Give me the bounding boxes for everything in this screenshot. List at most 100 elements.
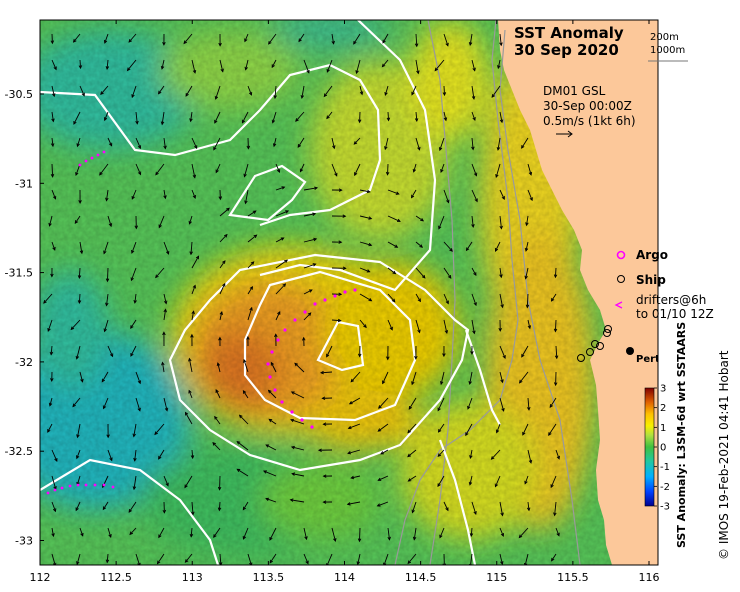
velocity-arrow [548, 423, 557, 436]
velocity-arrow [326, 553, 333, 565]
velocity-arrow [243, 163, 249, 178]
velocity-arrow [412, 527, 417, 541]
velocity-arrow [471, 319, 476, 335]
y-tick-label: -31 [15, 177, 33, 190]
velocity-arrow [471, 59, 476, 72]
velocity-arrow [437, 449, 445, 458]
velocity-arrow [275, 310, 281, 321]
velocity-arrow [132, 423, 137, 438]
velocity-arrow [191, 501, 195, 516]
velocity-arrow [465, 241, 473, 252]
velocity-arrow [411, 85, 417, 96]
velocity-arrow [49, 345, 54, 356]
velocity-arrow [415, 293, 421, 303]
velocity-arrow [219, 311, 223, 321]
velocity-arrow [128, 33, 137, 43]
velocity-arrow [442, 345, 446, 358]
x-tick-label: 112 [30, 571, 51, 584]
title-line1: SST Anomaly [514, 24, 624, 42]
velocity-arrow [79, 85, 85, 97]
velocity-arrow [377, 475, 389, 481]
velocity-arrow [551, 553, 557, 562]
velocity-arrow [163, 475, 169, 487]
velocity-arrow [322, 474, 333, 478]
velocity-arrow [381, 59, 389, 68]
velocity-arrow [218, 33, 222, 47]
velocity-arrow [190, 449, 195, 460]
velocity-arrow [158, 527, 165, 539]
velocity-arrow [265, 444, 277, 451]
colorbar-tick-label: 2 [660, 403, 666, 414]
velocity-arrow [51, 59, 57, 71]
velocity-arrow [303, 237, 318, 243]
velocity-arrow [331, 527, 337, 543]
y-tick-label: -30.5 [5, 88, 33, 101]
velocity-arrow [303, 312, 312, 321]
velocity-arrow [247, 553, 253, 565]
velocity-arrow [320, 370, 333, 375]
velocity-arrow [217, 501, 222, 512]
velocity-arrow [43, 293, 53, 304]
velocity-arrow [162, 331, 166, 347]
velocity-arrow [297, 137, 305, 148]
velocity-arrow [387, 189, 400, 195]
velocity-arrow [247, 306, 253, 321]
velocity-arrow [163, 189, 167, 200]
velocity-arrow [242, 501, 249, 511]
velocity-arrow [218, 336, 222, 347]
velocity-arrow [272, 137, 277, 148]
velocity-arrow [289, 498, 305, 503]
velocity-arrow [247, 234, 258, 243]
velocity-arrow [51, 85, 56, 98]
velocity-arrow [134, 215, 139, 230]
velocity-arrow [51, 501, 57, 513]
velocity-arrow [443, 501, 449, 512]
velocity-arrow [184, 411, 193, 425]
velocity-arrow [184, 553, 193, 563]
y-axis-ticks: -30.5 -31 -31.5 -32 -32.5 -33 [5, 88, 44, 548]
velocity-arrow [471, 111, 476, 122]
velocity-arrow [471, 163, 478, 177]
ship-icon [617, 275, 625, 283]
x-tick-label: 112.5 [100, 571, 132, 584]
velocity-arrow [522, 423, 529, 436]
velocity-arrow [359, 215, 373, 220]
velocity-arrow [215, 163, 221, 174]
velocity-arrow [408, 397, 417, 410]
velocity-arrow [191, 189, 196, 199]
velocity-arrow [471, 85, 476, 100]
velocity-arrow [51, 553, 57, 565]
velocity-arrow [76, 553, 81, 565]
velocity-arrow [439, 527, 445, 539]
velocity-arrow [189, 241, 193, 256]
velocity-arrow [265, 497, 277, 503]
velocity-arrow [357, 345, 362, 358]
velocity-arrow [386, 345, 390, 361]
velocity-line1: DM01 GSL [543, 84, 606, 98]
velocity-arrow [415, 215, 425, 222]
velocity-arrow [163, 308, 167, 321]
velocity-arrow [331, 240, 343, 244]
velocity-arrow [163, 241, 170, 255]
velocity-arrow [105, 293, 109, 307]
velocity-arrow [331, 163, 338, 177]
velocity-arrow [527, 189, 533, 202]
velocity-arrow [518, 371, 529, 384]
velocity-arrow [490, 449, 501, 460]
legend-drifters-2: to 01/10 12Z [636, 307, 714, 321]
velocity-arrow [414, 111, 419, 123]
velocity-arrow [469, 449, 473, 460]
velocity-arrow [157, 85, 165, 95]
velocity-arrow [219, 59, 224, 73]
velocity-arrow [244, 59, 249, 71]
velocity-arrow [163, 137, 167, 150]
velocity-arrow [496, 137, 501, 151]
velocity-arrow [350, 475, 361, 480]
velocity-arrow [554, 345, 559, 360]
velocity-arrow [74, 215, 81, 225]
velocity-arrow [467, 397, 473, 410]
sst-field: Perth [40, 20, 658, 565]
x-tick-label: 114.5 [405, 571, 437, 584]
velocity-arrow [218, 553, 223, 565]
velocity-arrow [107, 137, 113, 147]
